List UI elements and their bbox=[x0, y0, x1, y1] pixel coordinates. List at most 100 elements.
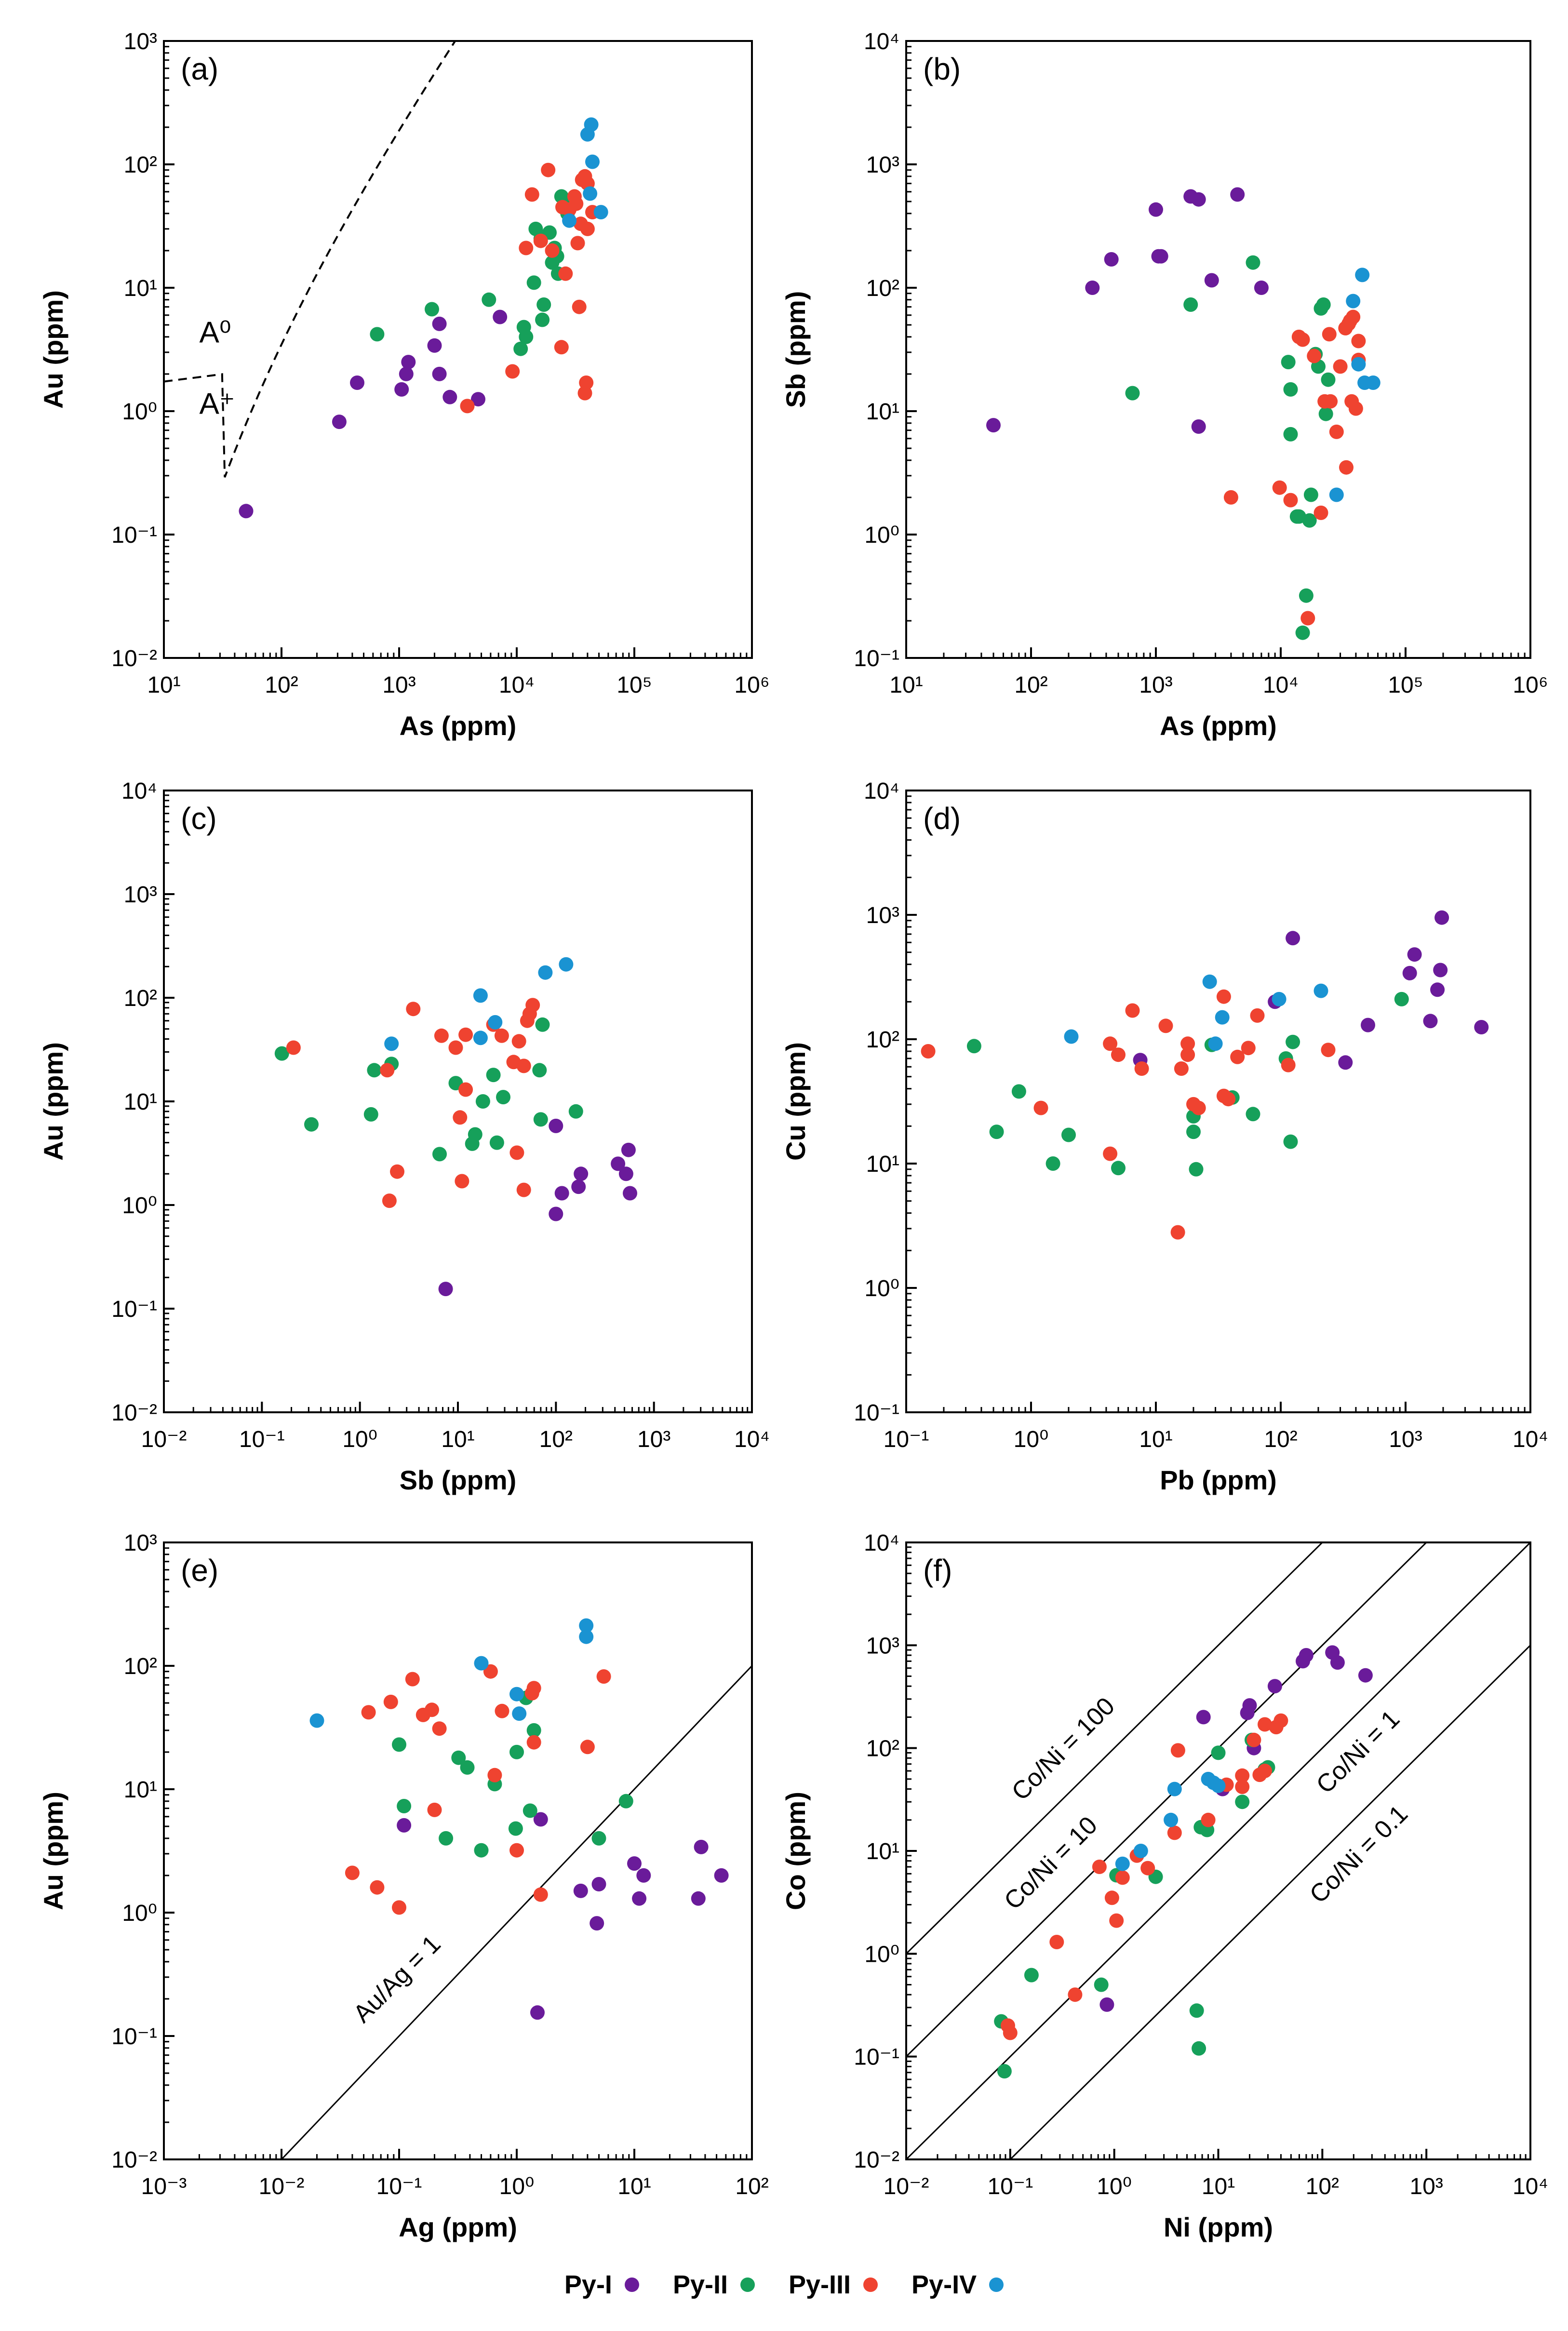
x-tick-label: 10⁻³ bbox=[141, 2174, 187, 2199]
series-py-ii bbox=[274, 1017, 583, 1162]
x-tick-label: 10⁴ bbox=[734, 1427, 770, 1452]
data-point bbox=[1351, 357, 1366, 372]
x-axis-label: Ag (ppm) bbox=[399, 2212, 517, 2242]
data-point bbox=[1134, 1061, 1149, 1076]
data-point bbox=[1183, 297, 1198, 312]
data-point bbox=[1267, 1679, 1282, 1694]
series-py-iv bbox=[384, 957, 574, 1051]
x-tick-label: 10¹ bbox=[1139, 1427, 1172, 1452]
data-point bbox=[571, 1179, 586, 1194]
y-tick-label: 10¹ bbox=[866, 399, 899, 425]
data-point bbox=[1318, 406, 1333, 421]
x-tick-label: 10⁻² bbox=[259, 2174, 305, 2199]
x-tick-label: 10⁵ bbox=[1388, 672, 1423, 698]
data-point bbox=[611, 1156, 626, 1171]
data-point bbox=[432, 1147, 447, 1162]
y-axis-label: Au (ppm) bbox=[38, 1792, 68, 1910]
data-point bbox=[1323, 394, 1338, 409]
data-point bbox=[1272, 991, 1287, 1006]
y-tick-label: 10¹ bbox=[866, 1839, 899, 1864]
x-tick-label: 10¹ bbox=[147, 672, 180, 698]
data-point bbox=[632, 1891, 647, 1906]
data-point bbox=[627, 1856, 642, 1871]
x-tick-label: 10³ bbox=[1139, 672, 1172, 698]
data-point bbox=[434, 1028, 449, 1043]
data-point bbox=[455, 1174, 469, 1189]
x-tick-label: 10⁴ bbox=[1263, 672, 1299, 698]
y-axis-label: Co (ppm) bbox=[780, 1792, 811, 1910]
data-point bbox=[1272, 480, 1287, 495]
co-ni-ratio-line bbox=[1009, 1645, 1530, 2159]
data-point bbox=[380, 1063, 395, 1078]
series-py-ii bbox=[966, 991, 1409, 1177]
data-point bbox=[401, 355, 416, 370]
x-axis-label: As (ppm) bbox=[1160, 710, 1277, 741]
data-point bbox=[383, 1694, 398, 1709]
data-point bbox=[397, 1799, 412, 1813]
data-point bbox=[1164, 1812, 1179, 1827]
x-tick-label: 10² bbox=[1014, 672, 1047, 698]
plot-frame bbox=[905, 40, 1531, 659]
data-point bbox=[370, 1880, 385, 1895]
data-point bbox=[508, 1821, 523, 1836]
y-tick-label: 10¹ bbox=[866, 1152, 899, 1177]
data-point bbox=[1202, 974, 1217, 989]
panel-label: (e) bbox=[181, 1553, 218, 1588]
data-point bbox=[1329, 487, 1344, 502]
data-point bbox=[363, 1107, 378, 1122]
data-point bbox=[1307, 348, 1322, 363]
y-axis-label: Au (ppm) bbox=[38, 1042, 68, 1161]
data-point bbox=[286, 1040, 301, 1055]
x-tick-label: 10⁰ bbox=[1014, 1427, 1049, 1452]
x-axis-label: Pb (ppm) bbox=[1160, 1465, 1277, 1495]
data-point bbox=[526, 275, 541, 290]
data-point bbox=[1216, 989, 1231, 1004]
data-point bbox=[1434, 910, 1449, 925]
y-tick-label: 10¹ bbox=[124, 1777, 157, 1803]
data-point bbox=[392, 1900, 406, 1915]
y-tick-label: 10² bbox=[866, 276, 899, 301]
data-point bbox=[579, 1629, 594, 1644]
data-point bbox=[1302, 513, 1317, 528]
data-point bbox=[1295, 332, 1310, 347]
data-point bbox=[516, 1058, 531, 1073]
x-tick-label: 10⁶ bbox=[1513, 672, 1548, 698]
data-point bbox=[1167, 1825, 1182, 1840]
data-point bbox=[509, 1145, 524, 1160]
y-tick-label: 10⁻² bbox=[854, 2147, 899, 2173]
data-point bbox=[427, 1802, 442, 1817]
x-tick-label: 10⁰ bbox=[342, 1427, 377, 1452]
data-point bbox=[596, 1669, 611, 1684]
x-tick-label: 10⁻² bbox=[884, 2174, 929, 2199]
data-point bbox=[579, 1618, 594, 1633]
data-point bbox=[1140, 1861, 1155, 1876]
data-point bbox=[1033, 1100, 1048, 1115]
y-tick-label: 10² bbox=[124, 152, 157, 178]
x-tick-label: 10³ bbox=[382, 672, 415, 698]
data-point bbox=[1211, 1778, 1226, 1793]
data-point bbox=[475, 1094, 490, 1109]
data-point bbox=[1246, 255, 1260, 270]
y-tick-label: 10³ bbox=[866, 903, 899, 928]
data-point bbox=[494, 1028, 509, 1043]
x-tick-label: 10³ bbox=[637, 1427, 670, 1452]
data-point bbox=[394, 382, 409, 397]
data-point bbox=[1125, 386, 1140, 401]
y-tick-label: 10¹ bbox=[124, 1089, 157, 1115]
data-point bbox=[496, 1090, 510, 1105]
x-tick-label: 10¹ bbox=[617, 2174, 651, 2199]
data-point bbox=[1103, 1036, 1118, 1051]
legend-label: Py-II bbox=[672, 2270, 728, 2299]
y-tick-label: 10⁰ bbox=[864, 1276, 899, 1301]
y-tick-label: 10⁰ bbox=[864, 1942, 899, 1967]
data-point bbox=[1230, 1049, 1245, 1064]
y-axis-label: Cu (ppm) bbox=[780, 1042, 811, 1161]
legend-marker bbox=[740, 2277, 755, 2292]
data-point bbox=[1258, 1764, 1272, 1778]
data-point bbox=[559, 957, 574, 972]
x-tick-label: 10⁻¹ bbox=[884, 1427, 929, 1452]
data-point bbox=[533, 1887, 548, 1902]
data-point bbox=[332, 415, 347, 429]
series-py-i bbox=[397, 1812, 729, 2020]
data-point bbox=[1281, 355, 1296, 370]
